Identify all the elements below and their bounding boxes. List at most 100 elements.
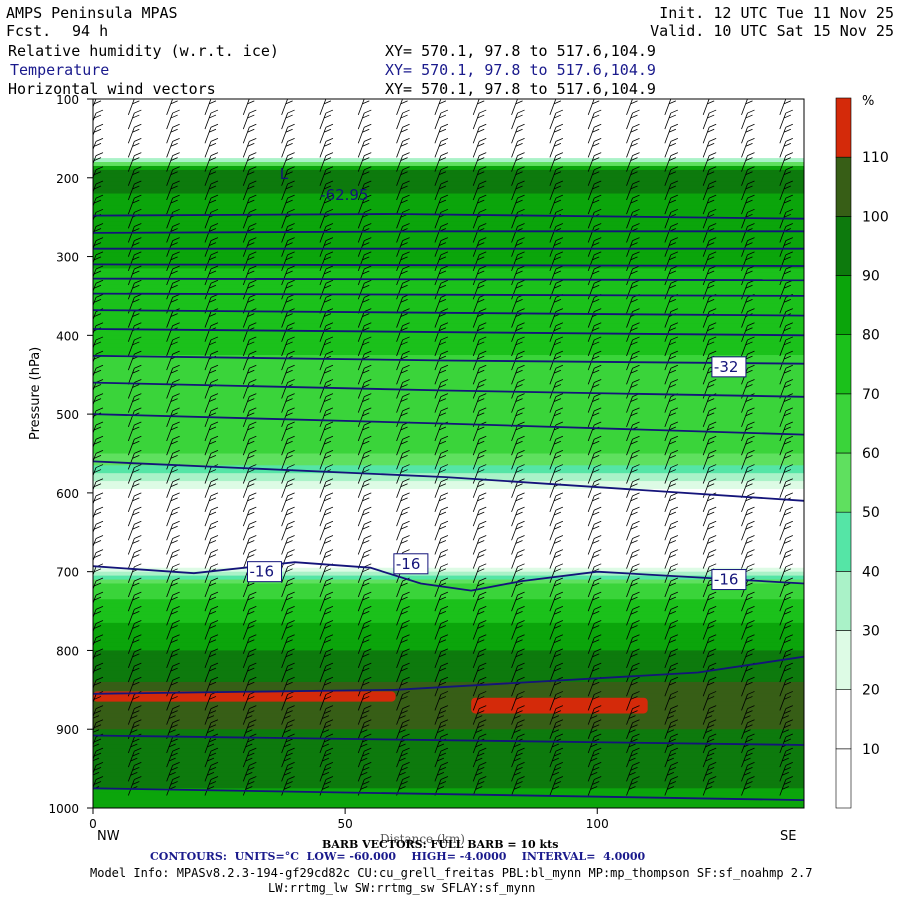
wind-barb — [166, 435, 180, 456]
wind-barb — [396, 605, 410, 626]
rh-band — [93, 244, 804, 250]
wind-barb — [127, 761, 142, 782]
rh-band — [93, 630, 804, 636]
wind-barb — [511, 733, 525, 754]
wind-barb — [549, 620, 564, 640]
wind-barb — [166, 279, 180, 300]
wind-barb — [396, 676, 410, 697]
wind-barb — [242, 676, 257, 697]
wind-barb — [664, 251, 679, 271]
wind-barb — [242, 364, 257, 385]
wind-barb — [549, 166, 564, 186]
rh-band — [93, 303, 804, 309]
wind-barb — [434, 520, 449, 541]
wind-barb — [626, 464, 640, 484]
rh-band — [93, 551, 804, 557]
wind-barb — [511, 605, 525, 626]
wind-barb — [549, 180, 564, 201]
rh-band — [93, 110, 804, 116]
wind-barb — [549, 279, 564, 300]
wind-barb — [626, 520, 640, 541]
wind-barb — [511, 747, 525, 768]
wind-barb — [93, 180, 104, 194]
wind-barb — [93, 535, 104, 548]
wind-barb — [434, 591, 449, 612]
wind-barb — [93, 435, 104, 449]
wind-barb — [779, 705, 793, 725]
rh-band — [93, 575, 804, 581]
colorbar-label: 100 — [862, 209, 889, 225]
y-tick-label: 500 — [56, 408, 79, 422]
wind-barb — [549, 407, 564, 427]
wind-barb — [549, 506, 564, 527]
wind-barb — [281, 577, 295, 598]
wind-barb — [127, 435, 142, 456]
wind-barb — [242, 336, 257, 357]
wind-barb — [511, 520, 525, 541]
wind-barb — [127, 591, 142, 612]
rh-band — [93, 280, 804, 285]
colorbar-label: 30 — [862, 624, 880, 640]
wind-barb — [626, 719, 640, 739]
wind-barb — [664, 747, 679, 768]
wind-barb — [587, 549, 602, 569]
wind-barb — [166, 520, 180, 541]
wind-barb — [281, 520, 295, 541]
wind-barb — [626, 563, 640, 583]
wind-barb — [434, 322, 449, 342]
wind-barb — [702, 138, 717, 158]
valid-time: Valid. 10 UTC Sat 15 Nov 25 — [650, 22, 894, 40]
wind-barb — [549, 364, 564, 385]
wind-barb — [93, 747, 104, 762]
wind-barb — [511, 577, 525, 598]
wind-barb — [472, 535, 487, 555]
rh-band — [93, 555, 804, 561]
wind-barb — [741, 634, 755, 654]
rh-band — [93, 563, 804, 569]
wind-barb — [434, 733, 449, 754]
wind-barb — [396, 520, 410, 541]
wind-barb — [357, 705, 372, 725]
wind-barb — [127, 421, 142, 442]
wind-barb — [204, 577, 219, 598]
wind-barb — [511, 450, 525, 470]
wind-barb — [741, 520, 755, 541]
wind-barb — [511, 634, 525, 654]
wind-barb — [434, 705, 449, 725]
rh-band — [93, 618, 804, 624]
wind-barb — [549, 662, 564, 683]
rh-band — [93, 122, 804, 128]
wind-barb — [127, 166, 142, 186]
isotherm-line — [93, 655, 804, 695]
wind-barb — [281, 733, 295, 754]
wind-barb — [549, 520, 564, 541]
wind-barb — [166, 265, 180, 286]
colorbar-swatch — [835, 511, 852, 572]
wind-barb — [549, 152, 564, 172]
wind-barb — [626, 138, 640, 158]
rh-band — [93, 284, 804, 289]
wind-barb — [242, 393, 257, 413]
wind-barb — [357, 152, 372, 172]
wind-barb — [242, 279, 257, 300]
wind-barb — [702, 620, 717, 640]
wind-barb — [204, 719, 219, 739]
wind-barb — [587, 733, 602, 754]
wind-barb — [587, 364, 602, 385]
wind-barb — [434, 761, 449, 782]
rh-band — [93, 252, 804, 258]
wind-barb — [396, 733, 410, 754]
wind-barb — [664, 435, 679, 456]
rh-shading — [93, 99, 804, 808]
wind-barb — [357, 407, 372, 427]
colorbar-swatch — [835, 571, 852, 631]
wind-barb — [93, 620, 104, 633]
wind-barb — [626, 733, 640, 754]
wind-barb — [779, 251, 793, 271]
wind-barb — [204, 648, 219, 669]
wind-barb — [587, 123, 602, 144]
wind-barb — [587, 648, 602, 669]
wind-barb — [511, 251, 525, 271]
wind-barb — [204, 265, 219, 286]
wind-barb — [396, 761, 410, 782]
